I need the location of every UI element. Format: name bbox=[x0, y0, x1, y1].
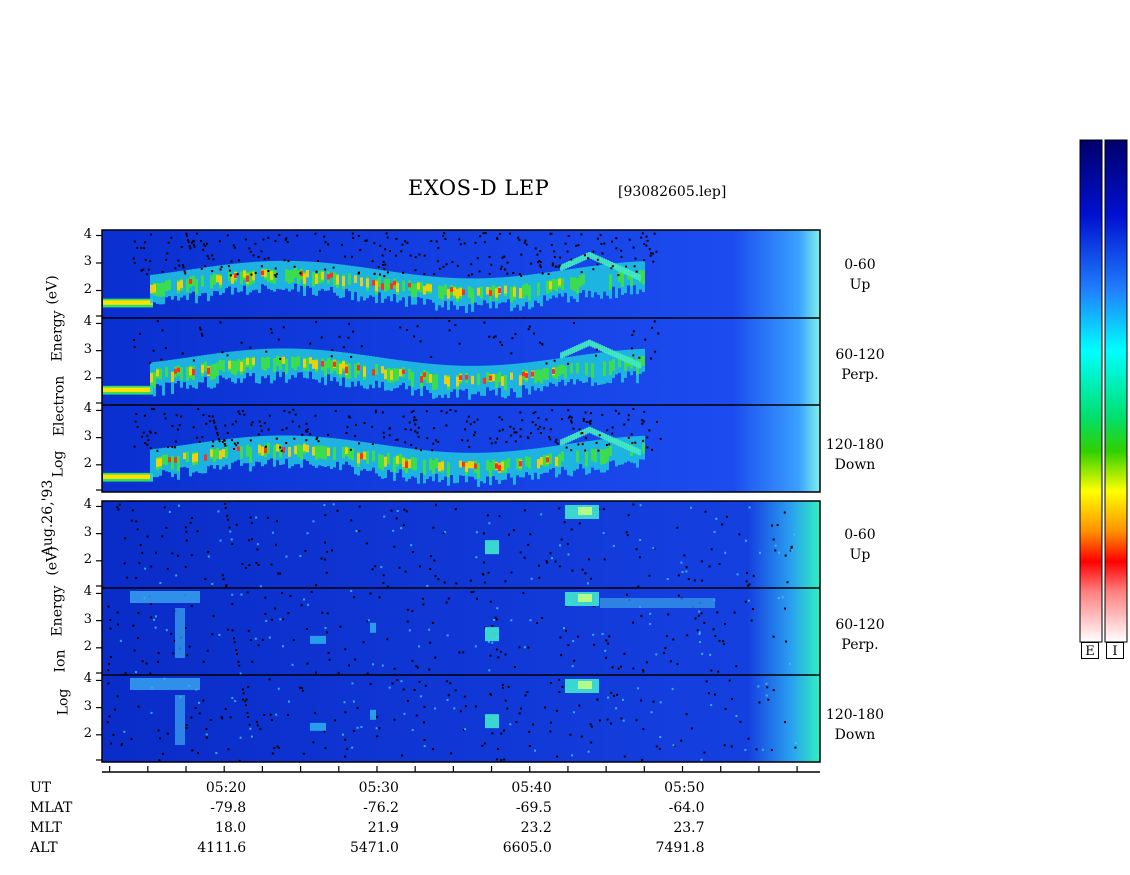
channel-range: 0-60 bbox=[844, 257, 876, 273]
chart-title: EXOS-D LEP bbox=[408, 176, 550, 200]
footer-alt-value: 5471.0 bbox=[349, 840, 399, 856]
y-tick-label: 2 bbox=[83, 638, 92, 654]
y-tick-label: 2 bbox=[83, 455, 92, 471]
footer-label-ut: UT bbox=[30, 780, 52, 796]
electron-energy-label: Energy bbox=[49, 310, 66, 362]
panel-ion-up bbox=[102, 501, 820, 588]
channel-range: 120-180 bbox=[825, 437, 885, 453]
y-tick-label: 3 bbox=[83, 341, 92, 357]
footer-ut-value: 05:20 bbox=[205, 780, 247, 796]
channel-label-e-down: 120-180 Down bbox=[820, 435, 890, 475]
y-tick-label: 4 bbox=[83, 584, 92, 600]
footer-alt-value: 4111.6 bbox=[197, 840, 247, 856]
channel-label-i-down: 120-180 Down bbox=[820, 705, 890, 745]
file-name: [93082605.lep] bbox=[618, 184, 727, 200]
y-tick-label: 2 bbox=[83, 281, 92, 297]
footer-alt-value: 7491.8 bbox=[655, 840, 705, 856]
date-label: Aug.26,'93 bbox=[40, 479, 57, 557]
y-tick-label: 2 bbox=[83, 368, 92, 384]
channel-range: 120-180 bbox=[825, 707, 885, 723]
footer-mlt-value: 21.9 bbox=[367, 820, 399, 836]
electron-log-label: Log bbox=[50, 450, 67, 478]
electron-unit-label: (eV) bbox=[44, 275, 61, 305]
channel-dir: Down bbox=[834, 727, 876, 743]
y-tick-label: 4 bbox=[83, 401, 92, 417]
footer-label-mlt: MLT bbox=[30, 820, 62, 836]
ion-log-label: Log bbox=[55, 688, 72, 716]
footer-ut-value: 05:30 bbox=[358, 780, 399, 796]
channel-dir: Up bbox=[849, 547, 871, 563]
y-tick-label: 2 bbox=[83, 551, 92, 567]
colorbar-electron bbox=[1079, 139, 1103, 643]
y-tick-label: 4 bbox=[83, 314, 92, 330]
ion-energy-label: Energy bbox=[49, 585, 66, 637]
electron-species-label: Electron bbox=[51, 375, 68, 437]
channel-range: 60-120 bbox=[835, 347, 885, 363]
colorbar-ion bbox=[1104, 139, 1128, 643]
colorbar-e-label: E bbox=[1081, 642, 1099, 659]
channel-dir: Down bbox=[834, 457, 876, 473]
footer-mlat-value: -64.0 bbox=[668, 800, 705, 816]
y-tick-label: 4 bbox=[83, 671, 92, 687]
channel-label-i-perp: 60-120 Perp. bbox=[825, 615, 895, 655]
y-tick-label: 4 bbox=[83, 497, 92, 513]
y-tick-label: 3 bbox=[83, 611, 92, 627]
y-tick-label: 3 bbox=[83, 428, 92, 444]
footer-mlt-value: 18.0 bbox=[215, 820, 247, 836]
y-tick-label: 2 bbox=[83, 725, 92, 741]
footer-mlat-value: -76.2 bbox=[363, 800, 399, 816]
y-tick-label: 4 bbox=[83, 226, 92, 242]
channel-label-e-perp: 60-120 Perp. bbox=[825, 345, 895, 385]
channel-range: 60-120 bbox=[835, 617, 885, 633]
footer-label-mlat: MLAT bbox=[30, 800, 73, 816]
channel-dir: Up bbox=[849, 277, 871, 293]
footer-mlt-value: 23.2 bbox=[520, 820, 552, 836]
footer-ut-value: 05:50 bbox=[664, 780, 705, 796]
channel-label-i-up: 0-60 Up bbox=[825, 525, 895, 565]
footer-mlat-value: -79.8 bbox=[210, 800, 247, 816]
y-tick-label: 3 bbox=[83, 524, 92, 540]
y-tick-label: 3 bbox=[83, 254, 92, 269]
y-tick-label: 3 bbox=[83, 698, 92, 714]
footer-alt-value: 6605.0 bbox=[502, 840, 552, 856]
footer-mlt-value: 23.7 bbox=[673, 820, 705, 836]
colorbar-i-label: I bbox=[1106, 642, 1124, 659]
panel-ion-down bbox=[102, 675, 820, 762]
channel-dir: Perp. bbox=[841, 367, 879, 383]
footer-ut-value: 05:40 bbox=[511, 780, 552, 796]
channel-label-e-up: 0-60 Up bbox=[825, 255, 895, 295]
footer-label-alt: ALT bbox=[30, 840, 58, 856]
ion-unit-label: (eV) bbox=[44, 546, 61, 576]
ion-species-label: Ion bbox=[52, 649, 69, 673]
channel-dir: Perp. bbox=[841, 637, 879, 653]
footer-mlat-value: -69.5 bbox=[515, 800, 552, 816]
channel-range: 0-60 bbox=[844, 527, 876, 543]
